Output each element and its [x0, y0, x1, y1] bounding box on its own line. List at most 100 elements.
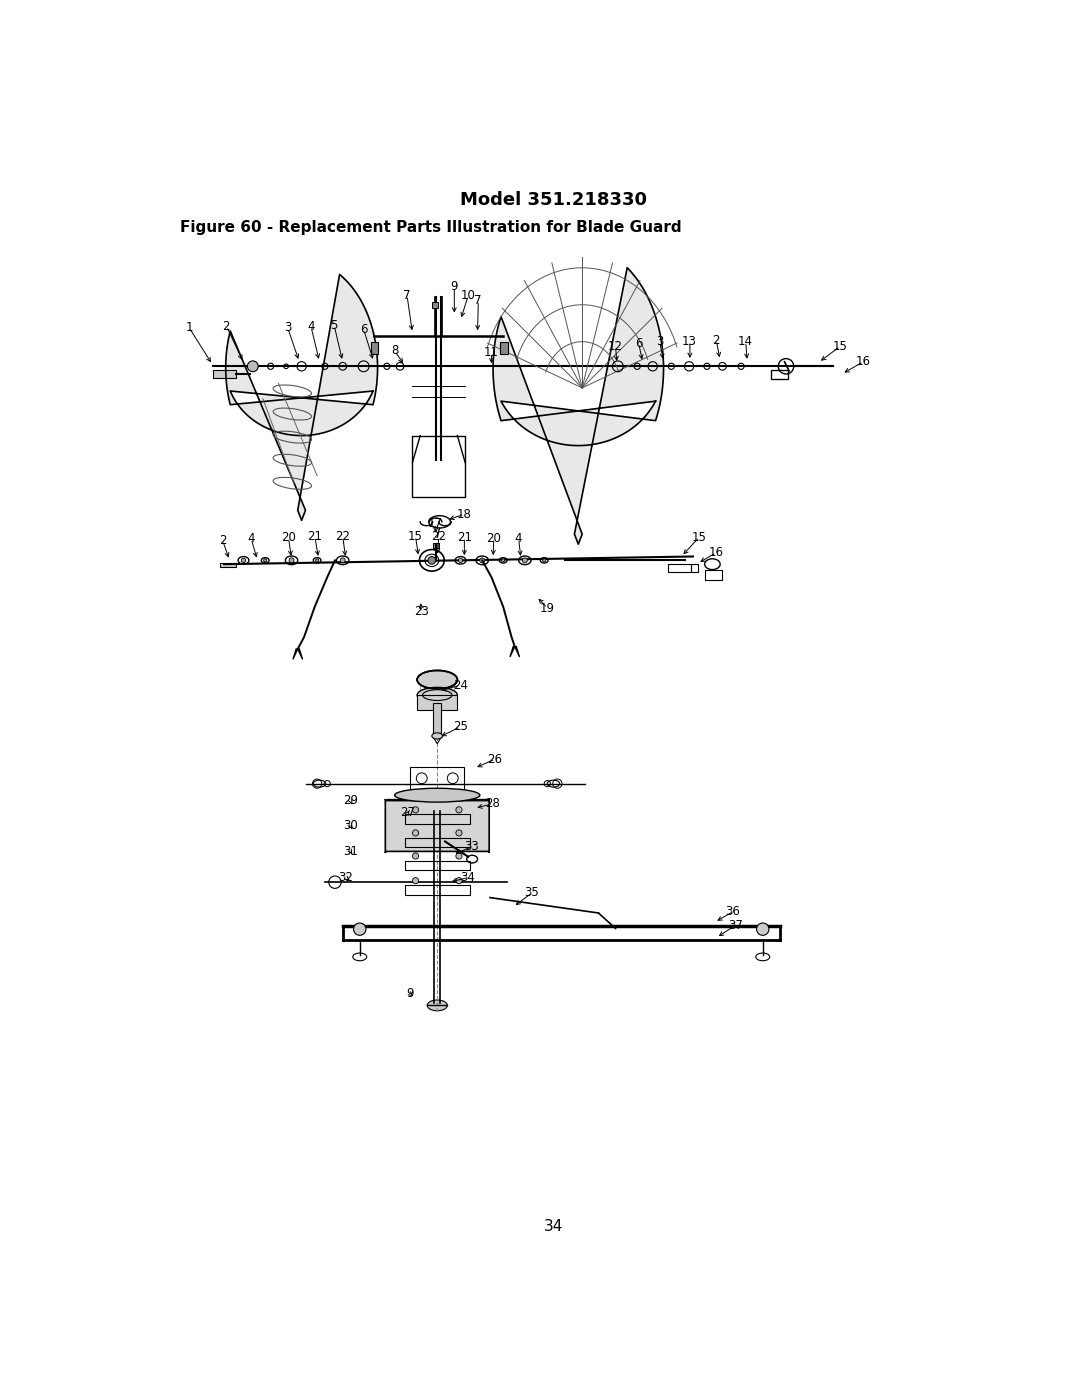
FancyBboxPatch shape	[386, 799, 489, 854]
Circle shape	[542, 559, 545, 562]
Bar	[220, 563, 235, 567]
Text: 2: 2	[218, 534, 226, 546]
Circle shape	[456, 854, 462, 859]
Text: 14: 14	[738, 335, 753, 348]
Circle shape	[340, 557, 346, 563]
Text: 23: 23	[414, 605, 429, 619]
Circle shape	[241, 559, 245, 563]
Text: 11: 11	[484, 346, 499, 359]
Text: 9: 9	[450, 281, 458, 293]
Ellipse shape	[417, 687, 458, 703]
Circle shape	[456, 830, 462, 835]
Bar	[413, 436, 465, 497]
Text: 10: 10	[460, 289, 475, 302]
Text: 2: 2	[713, 334, 720, 346]
Circle shape	[315, 559, 319, 562]
Bar	[500, 342, 508, 353]
Text: 3: 3	[656, 335, 663, 348]
Bar	[410, 767, 464, 789]
Text: Model 351.218330: Model 351.218330	[460, 191, 647, 210]
Text: 1: 1	[186, 321, 193, 334]
Text: 2: 2	[222, 320, 230, 332]
Bar	[405, 861, 470, 870]
Text: 15: 15	[408, 529, 422, 543]
Polygon shape	[226, 274, 378, 520]
Text: 28: 28	[485, 798, 500, 810]
Bar	[405, 814, 470, 824]
Text: 34: 34	[544, 1220, 563, 1234]
Text: 27: 27	[400, 806, 415, 820]
Text: 15: 15	[691, 531, 706, 543]
Text: 3: 3	[284, 321, 292, 334]
Text: 7: 7	[403, 289, 410, 302]
Text: 35: 35	[524, 887, 539, 900]
Text: 37: 37	[728, 919, 743, 932]
Text: 8: 8	[391, 345, 399, 358]
Circle shape	[456, 806, 462, 813]
Text: 31: 31	[342, 845, 357, 858]
Text: 4: 4	[307, 320, 314, 332]
Bar	[433, 703, 441, 738]
Text: 6: 6	[635, 337, 643, 349]
Circle shape	[413, 806, 419, 813]
Ellipse shape	[428, 1000, 447, 1011]
Text: 16: 16	[708, 546, 724, 559]
Text: 30: 30	[342, 820, 357, 833]
Text: 13: 13	[683, 335, 697, 348]
Text: 4: 4	[247, 532, 255, 545]
Text: 4: 4	[515, 532, 523, 545]
Bar	[691, 564, 698, 571]
Text: 16: 16	[855, 355, 870, 369]
Circle shape	[289, 557, 294, 563]
Text: 17: 17	[428, 517, 443, 529]
Text: 29: 29	[342, 793, 357, 807]
Circle shape	[353, 923, 366, 936]
Ellipse shape	[394, 788, 480, 802]
Circle shape	[413, 877, 419, 884]
Text: 34: 34	[460, 872, 475, 884]
Text: 20: 20	[281, 531, 296, 543]
Text: 18: 18	[457, 507, 472, 521]
Circle shape	[757, 923, 769, 936]
Circle shape	[501, 559, 504, 562]
Text: 26: 26	[488, 753, 502, 766]
Text: 36: 36	[726, 905, 741, 918]
Text: 21: 21	[307, 529, 322, 543]
Bar	[433, 543, 438, 548]
Bar	[213, 370, 235, 377]
Text: 19: 19	[540, 602, 554, 615]
Circle shape	[413, 854, 419, 859]
Bar	[405, 838, 470, 847]
Text: 24: 24	[453, 679, 468, 692]
Text: 33: 33	[464, 840, 480, 854]
Text: 6: 6	[360, 323, 367, 335]
Text: 22: 22	[431, 529, 446, 543]
Bar	[370, 342, 378, 353]
Text: 32: 32	[338, 872, 353, 884]
Circle shape	[480, 557, 485, 563]
Bar	[432, 302, 438, 307]
Bar	[669, 564, 691, 571]
Text: 20: 20	[486, 531, 501, 545]
Circle shape	[428, 556, 435, 564]
Text: 21: 21	[457, 531, 472, 543]
Bar	[704, 570, 721, 580]
Circle shape	[456, 877, 462, 884]
Circle shape	[413, 830, 419, 835]
Text: 25: 25	[453, 721, 468, 733]
Text: 22: 22	[335, 529, 350, 543]
Text: 5: 5	[330, 319, 338, 332]
Bar	[417, 696, 458, 711]
Bar	[770, 370, 787, 380]
Circle shape	[523, 557, 527, 563]
Text: Figure 60 - Replacement Parts Illustration for Blade Guard: Figure 60 - Replacement Parts Illustrati…	[180, 221, 681, 235]
Bar	[405, 886, 470, 894]
Circle shape	[458, 559, 462, 563]
Text: 7: 7	[474, 295, 482, 307]
Circle shape	[247, 360, 258, 372]
Polygon shape	[494, 268, 663, 545]
Ellipse shape	[417, 671, 458, 689]
Ellipse shape	[432, 733, 443, 739]
Text: 15: 15	[833, 339, 848, 353]
Circle shape	[264, 559, 267, 562]
